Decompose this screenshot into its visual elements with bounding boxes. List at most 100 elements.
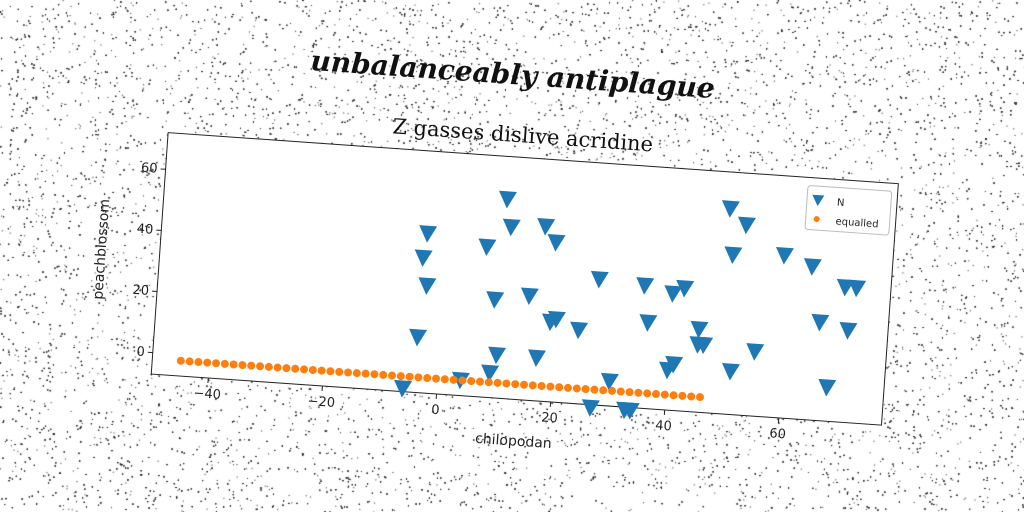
scatter-point-equalled xyxy=(300,365,309,374)
scatter-point-equalled xyxy=(581,385,590,394)
scatter-point-n xyxy=(409,328,428,347)
scatter-point-equalled xyxy=(273,363,282,372)
scatter-point-equalled xyxy=(414,373,423,382)
scatter-point-equalled xyxy=(326,367,335,376)
scatter-point-n xyxy=(676,279,695,298)
legend-circle-marker xyxy=(813,216,820,223)
chart-marks xyxy=(176,190,867,420)
scatter-point-n xyxy=(418,277,437,295)
scatter-point-equalled xyxy=(423,373,432,382)
scatter-point-n xyxy=(481,364,500,383)
scatter-point-n xyxy=(520,287,539,306)
y-tick-label: 60 xyxy=(141,161,159,177)
legend-box xyxy=(804,185,893,236)
scatter-point-equalled xyxy=(220,359,229,368)
scatter-point-equalled xyxy=(546,382,555,391)
plot-group: Z gasses dislive acridine −40 −20 0 20 40 60 … xyxy=(90,114,899,452)
scatter-point-n xyxy=(502,218,521,237)
scatter-point-equalled xyxy=(440,375,449,384)
scatter-point-equalled xyxy=(335,367,344,376)
scatter-point-equalled xyxy=(282,364,291,373)
scatter-point-n xyxy=(528,349,547,367)
scatter-point-n xyxy=(581,399,600,417)
scatter-point-equalled xyxy=(238,361,247,370)
scatter-point-equalled xyxy=(212,359,221,368)
legend-triangle-marker xyxy=(812,194,825,207)
legend: N equalled xyxy=(804,185,893,236)
x-tick-label: −20 xyxy=(307,394,335,411)
scatter-point-n xyxy=(722,362,740,381)
scatter-point-equalled xyxy=(476,377,485,386)
scatter-point-n xyxy=(721,200,740,218)
scatter-point-equalled xyxy=(616,387,625,396)
scatter-point-equalled xyxy=(493,378,502,387)
scatter-point-equalled xyxy=(264,362,273,371)
scatter-point-equalled xyxy=(564,383,573,392)
scatter-point-n xyxy=(695,336,714,355)
scatter-point-n xyxy=(547,234,566,252)
scatter-point-equalled xyxy=(520,380,529,389)
scatter-point-equalled xyxy=(388,371,397,380)
scatter-point-n xyxy=(537,217,556,236)
scatter-point-equalled xyxy=(537,381,546,390)
scatter-point-n xyxy=(590,270,609,289)
scatter-point-equalled xyxy=(502,379,511,388)
figure-supertitle: unbalanceably antiplague xyxy=(310,44,716,105)
scatter-point-equalled xyxy=(458,376,467,385)
scatter-point-equalled xyxy=(291,364,300,373)
scatter-point-equalled xyxy=(396,372,405,381)
scatter-point-n xyxy=(570,321,589,340)
scatter-point-n xyxy=(621,401,640,420)
scatter-point-equalled xyxy=(669,391,678,400)
scatter-point-n xyxy=(488,346,507,365)
scatter-point-equalled xyxy=(317,366,326,375)
scatter-point-n xyxy=(665,355,684,374)
scatter-point-n xyxy=(848,279,867,298)
scatter-point-equalled xyxy=(449,375,458,384)
scatter-point-n xyxy=(636,277,655,295)
scatter-point-n xyxy=(818,378,837,397)
scatter-point-equalled xyxy=(361,369,370,378)
scatter-point-equalled xyxy=(572,384,581,393)
scatter-point-equalled xyxy=(678,391,687,400)
y-tick-label: 40 xyxy=(136,222,154,238)
scatter-point-n xyxy=(419,225,438,243)
x-tick-label: −40 xyxy=(193,386,221,403)
scatter-point-n xyxy=(478,238,497,257)
scatter-point-equalled xyxy=(660,390,669,399)
chart-title: Z gasses dislive acridine xyxy=(392,114,654,156)
x-tick-label: 0 xyxy=(431,403,440,419)
scatter-point-equalled xyxy=(608,386,617,395)
scatter-point-equalled xyxy=(625,388,634,397)
x-tick-label: 20 xyxy=(541,410,559,426)
scatter-point-equalled xyxy=(247,361,256,370)
scatter-point-equalled xyxy=(194,357,203,366)
scatter-point-equalled xyxy=(203,358,212,367)
scatter-point-n xyxy=(414,249,433,267)
scatter-point-n xyxy=(811,313,830,332)
scatter-point-equalled xyxy=(308,365,317,374)
x-axis-ticks: −40 −20 0 20 40 60 xyxy=(193,377,787,442)
y-axis-ticks: 0 20 40 60 xyxy=(132,161,166,360)
y-axis-label: peachblossom xyxy=(90,198,113,300)
scatter-point-equalled xyxy=(432,374,441,383)
legend-label-equalled: equalled xyxy=(835,216,879,230)
x-axis-label: chilopodan xyxy=(475,431,553,452)
scatter-point-equalled xyxy=(528,381,537,390)
scatter-point-equalled xyxy=(405,372,414,381)
scatter-point-equalled xyxy=(599,386,608,395)
x-tick-label: 60 xyxy=(769,426,787,442)
scatter-point-n xyxy=(639,314,658,332)
scatter-point-equalled xyxy=(651,389,660,398)
scatter-point-n xyxy=(547,310,566,329)
scatter-point-equalled xyxy=(511,380,520,389)
scatter-point-equalled xyxy=(256,362,265,371)
scatter-point-equalled xyxy=(352,369,361,378)
scatter-point-n xyxy=(664,285,683,303)
scatter-point-equalled xyxy=(590,385,599,394)
scatter-point-n xyxy=(737,216,756,235)
scatter-point-equalled xyxy=(185,357,194,366)
scatter-point-n xyxy=(746,343,765,361)
plot-area-frame xyxy=(150,132,899,426)
